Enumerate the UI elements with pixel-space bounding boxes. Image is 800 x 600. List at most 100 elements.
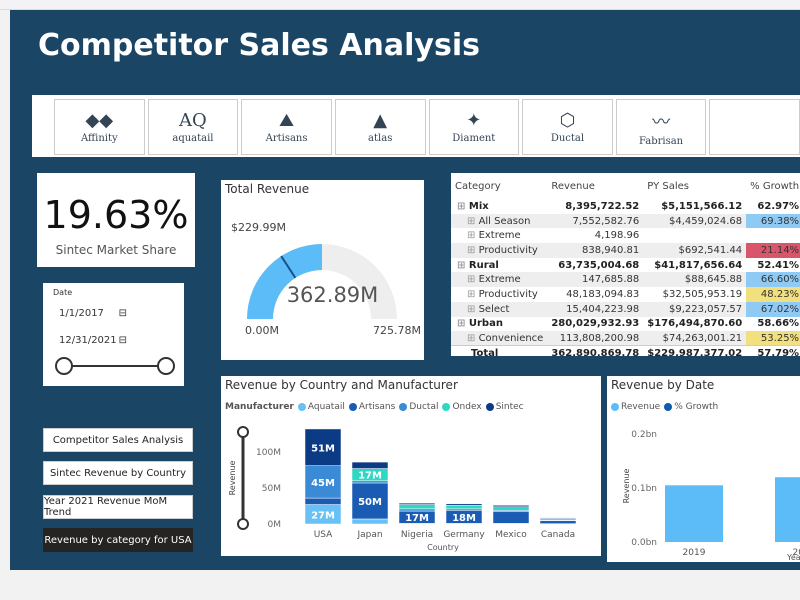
bar-segment-artisans[interactable] [304,497,342,505]
nav-button-mom-trend[interactable]: Year 2021 Revenue MoM Trend [43,495,193,519]
revenue-bar[interactable] [665,485,723,542]
legend-dot [297,402,306,411]
revenue-cell: 113,808,200.98 [547,331,644,346]
logo-tile[interactable]: ⛰ Artisans [241,99,332,155]
category-cell[interactable]: ⊞ Convenience [451,331,548,346]
legend-item[interactable]: Ductal [399,402,438,412]
expand-icon[interactable]: ⊞ [467,230,479,242]
category-cell[interactable]: ⊞ Productivity [451,243,548,258]
logo-icon: 〰 [652,111,671,133]
expand-icon[interactable]: ⊞ [457,318,469,330]
logo-tile[interactable]: ◆◆ Affinity [54,99,145,155]
bar-segment-aquatail[interactable] [351,518,389,525]
x-tick-label: Germany [443,530,485,540]
py-sales-cell: $5,151,566.12 [661,200,743,212]
expand-icon[interactable]: ⊞ [467,215,479,227]
y-tick-label: 50M [262,484,281,494]
logo-name: aquatail [172,133,214,144]
logo-icon: ✦ [466,110,482,131]
y-axis-label: Revenue [622,469,631,504]
bar-segment-ondex[interactable] [398,504,436,510]
column-header[interactable]: Category [455,180,501,192]
zoom-slider-handle[interactable] [237,426,249,438]
category-cell[interactable]: ⊞ Select [451,301,548,317]
py-sales-cell: $9,223,057.57 [643,301,747,317]
legend-item[interactable]: Ondex [442,402,482,412]
legend-item[interactable]: Artisans [348,402,395,412]
matrix-row: ⊞ All Season 7,552,582.76 $4,459,024.68 … [451,213,800,229]
end-date-input[interactable]: 12/31/2021 ⊟ [51,329,131,351]
end-date-value: 12/31/2021 [59,335,117,346]
x-tick-label: Japan [356,530,382,540]
bar-segment-sintec[interactable] [398,502,436,505]
nav-button-sintec-revenue[interactable]: Sintec Revenue by Country [43,461,193,485]
total-py: $229,987,377.02 [647,347,743,356]
column-header[interactable]: Revenue [551,180,595,192]
category-cell[interactable]: ⊞ Rural [457,259,499,271]
column-header[interactable]: PY Sales [647,180,689,192]
category-cell[interactable]: ⊞ Extreme [467,230,521,242]
logo-tile[interactable]: ⬡ Ductal [522,99,613,155]
bar-segment-ondex[interactable] [445,505,483,510]
nav-button-competitor-sales[interactable]: Competitor Sales Analysis [43,428,193,452]
category-cell[interactable]: ⊞ All Season [451,213,548,229]
bar-segment-ondex[interactable] [492,506,530,511]
category-cell[interactable]: ⊞ Urban [457,318,503,330]
date-range-track [63,365,167,367]
matrix-row: ⊞ Convenience 113,808,200.98 $74,263,001… [451,331,800,346]
zoom-slider-handle[interactable] [237,518,249,530]
legend-item[interactable]: Sintec [485,402,524,412]
expand-icon[interactable]: ⊞ [467,303,479,315]
bar-segment-sintec[interactable] [304,428,342,466]
gauge-svg [247,244,397,319]
start-date-value: 1/1/2017 [59,308,104,319]
bar-segment-artisans[interactable] [492,511,530,524]
expand-icon[interactable]: ⊞ [457,200,469,212]
data-label: 17M [405,513,429,524]
expand-icon[interactable]: ⊞ [467,332,479,344]
nav-button-usa-category[interactable]: Revenue by category for USA [43,528,193,552]
start-date-input[interactable]: 1/1/2017 ⊟ [51,302,131,324]
top-bar [0,0,800,10]
expand-icon[interactable]: ⊞ [467,244,479,256]
calendar-icon[interactable]: ⊟ [118,308,127,319]
end-handle[interactable] [157,357,175,375]
revenue-bar[interactable] [775,477,800,542]
matrix-row: ⊞ Mix 8,395,722.52 $5,151,566.12 62.97% [451,199,800,214]
legend-item[interactable]: Revenue [611,402,660,412]
category-cell[interactable]: ⊞ Productivity [467,288,538,300]
expand-icon[interactable]: ⊞ [457,259,469,271]
bar-segment-artisans[interactable] [539,520,577,524]
matrix-total-row: Total 362,890,869.78 $229,987,377.02 57.79%… [451,345,800,356]
logo-icon: ◆◆ [85,110,114,131]
bar-segment-sintec[interactable] [351,461,389,469]
logo-tile[interactable] [709,99,800,155]
legend-item[interactable]: % Growth [664,402,718,412]
logo-tile[interactable]: AQ aquatail [147,99,239,155]
category-cell[interactable]: ⊞ Extreme [451,272,548,288]
data-label: 18M [452,513,476,524]
bar-segment-ductal[interactable] [398,508,436,512]
start-handle[interactable] [55,357,73,375]
expand-icon[interactable]: ⊞ [467,288,479,300]
gauge-target-label: $229.99M [231,221,286,234]
bar-segment-sintec[interactable] [492,505,530,507]
calendar-icon[interactable]: ⊟ [118,335,127,346]
bar-segment-ductal[interactable] [304,465,342,499]
logo-tile[interactable]: 〰 Fabrisan [615,99,707,155]
dashboard-canvas: Competitor Sales Analysis ◆◆ Affinity AQ aq… [10,10,800,570]
bar-segment-sintec[interactable] [539,517,577,519]
logo-tile[interactable]: ✦ Diament [428,99,520,155]
column-header[interactable]: % Growth [750,180,800,192]
x-tick-label: 2020 [793,548,800,558]
py-sales-cell: $88,645.88 [643,272,747,288]
logo-tile[interactable]: ▲ atlas [334,99,426,155]
expand-icon[interactable]: ⊞ [467,274,479,286]
legend-item[interactable]: Aquatail [297,402,345,412]
data-label: 17M [358,471,382,482]
category-cell[interactable]: ⊞ Mix [457,200,489,212]
bar-segment-sintec[interactable] [445,503,483,506]
revenue-cell: 7,552,582.76 [547,213,644,229]
legend-dot [442,402,451,411]
